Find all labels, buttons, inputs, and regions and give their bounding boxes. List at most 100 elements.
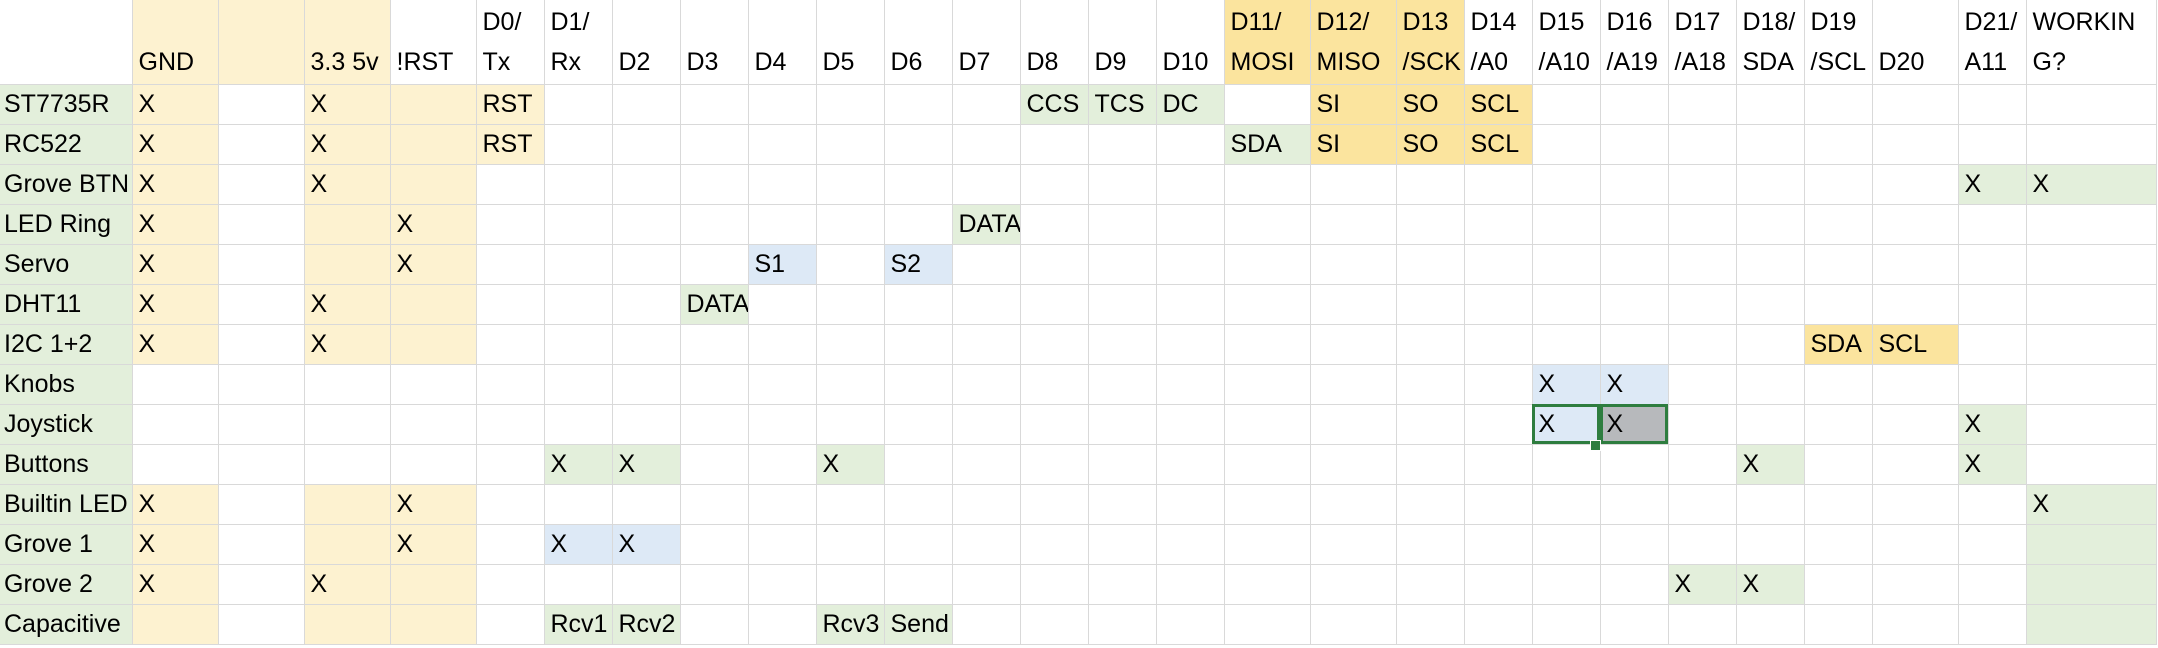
table-cell[interactable]: SDA <box>1224 124 1311 165</box>
table-cell[interactable] <box>1958 84 2027 125</box>
table-cell[interactable] <box>2026 604 2157 645</box>
table-cell[interactable] <box>612 324 681 365</box>
table-cell[interactable] <box>1872 364 1959 405</box>
table-cell[interactable] <box>1156 604 1225 645</box>
table-cell[interactable] <box>1020 484 1089 525</box>
table-cell[interactable] <box>218 284 305 325</box>
table-cell[interactable] <box>1396 204 1465 245</box>
table-cell[interactable] <box>680 364 749 405</box>
table-cell[interactable] <box>2026 204 2157 245</box>
table-cell[interactable] <box>304 204 391 245</box>
table-cell[interactable] <box>218 124 305 165</box>
table-cell[interactable] <box>1736 244 1805 285</box>
column-header-cell[interactable]: D12/ MISO <box>1310 0 1397 85</box>
table-cell[interactable] <box>544 284 613 325</box>
table-cell[interactable]: X <box>304 84 391 125</box>
table-cell[interactable] <box>680 484 749 525</box>
table-cell[interactable]: X <box>390 204 477 245</box>
table-cell[interactable] <box>1156 284 1225 325</box>
table-cell[interactable] <box>1224 324 1311 365</box>
table-cell[interactable] <box>952 604 1021 645</box>
table-cell[interactable] <box>1396 524 1465 565</box>
table-cell[interactable] <box>1600 164 1669 205</box>
table-cell[interactable] <box>816 84 885 125</box>
table-cell[interactable] <box>218 484 305 525</box>
table-cell[interactable] <box>476 404 545 445</box>
table-cell[interactable] <box>1396 364 1465 405</box>
table-cell[interactable] <box>1156 244 1225 285</box>
column-header-cell[interactable]: !RST <box>390 0 477 85</box>
table-cell[interactable] <box>390 84 477 125</box>
table-cell[interactable] <box>218 404 305 445</box>
table-cell[interactable]: X <box>390 524 477 565</box>
selected-cell[interactable]: X <box>1600 404 1669 445</box>
table-cell[interactable] <box>1958 524 2027 565</box>
table-cell[interactable]: X <box>1668 564 1737 605</box>
table-cell[interactable] <box>884 324 953 365</box>
table-cell[interactable] <box>390 164 477 205</box>
table-cell[interactable] <box>1088 164 1157 205</box>
table-cell[interactable] <box>1532 164 1601 205</box>
table-cell[interactable] <box>1396 164 1465 205</box>
table-cell[interactable] <box>1396 564 1465 605</box>
table-cell[interactable]: SDA <box>1804 324 1873 365</box>
column-header-cell[interactable]: D11/ MOSI <box>1224 0 1311 85</box>
table-cell[interactable] <box>1736 324 1805 365</box>
column-header-cell[interactable]: D18/ SDA <box>1736 0 1805 85</box>
table-cell[interactable] <box>304 244 391 285</box>
table-cell[interactable] <box>680 324 749 365</box>
table-cell[interactable] <box>1156 484 1225 525</box>
table-cell[interactable]: X <box>132 564 219 605</box>
row-label-cell[interactable]: RC522 <box>0 124 133 165</box>
table-cell[interactable] <box>952 484 1021 525</box>
table-cell[interactable] <box>476 244 545 285</box>
table-cell[interactable] <box>884 404 953 445</box>
table-cell[interactable] <box>1020 124 1089 165</box>
table-cell[interactable]: X <box>1532 364 1601 405</box>
table-cell[interactable] <box>816 404 885 445</box>
table-cell[interactable] <box>1396 404 1465 445</box>
table-cell[interactable]: RST <box>476 124 545 165</box>
column-header-cell[interactable] <box>0 0 133 85</box>
table-cell[interactable] <box>1310 244 1397 285</box>
fill-handle[interactable] <box>1590 440 1601 451</box>
table-cell[interactable] <box>1310 164 1397 205</box>
table-cell[interactable] <box>1600 244 1669 285</box>
table-cell[interactable] <box>2026 404 2157 445</box>
table-cell[interactable] <box>748 84 817 125</box>
table-cell[interactable] <box>544 124 613 165</box>
column-header-cell[interactable]: D19 /SCL <box>1804 0 1873 85</box>
table-cell[interactable]: X <box>132 84 219 125</box>
table-cell[interactable] <box>544 364 613 405</box>
table-cell[interactable] <box>1600 84 1669 125</box>
table-cell[interactable] <box>1020 284 1089 325</box>
table-cell[interactable]: X <box>304 164 391 205</box>
table-cell[interactable] <box>1736 284 1805 325</box>
table-cell[interactable] <box>1156 404 1225 445</box>
table-cell[interactable] <box>1668 364 1737 405</box>
column-header-cell[interactable]: D2 <box>612 0 681 85</box>
table-cell[interactable]: X <box>1736 444 1805 485</box>
table-cell[interactable] <box>748 124 817 165</box>
table-cell[interactable] <box>884 164 953 205</box>
table-cell[interactable] <box>2026 564 2157 605</box>
table-cell[interactable] <box>612 564 681 605</box>
table-cell[interactable]: SI <box>1310 124 1397 165</box>
table-cell[interactable] <box>1224 604 1311 645</box>
table-cell[interactable]: Rcv3 <box>816 604 885 645</box>
table-cell[interactable]: X <box>1958 444 2027 485</box>
table-cell[interactable] <box>1804 404 1873 445</box>
column-header-cell[interactable]: D5 <box>816 0 885 85</box>
table-cell[interactable] <box>2026 84 2157 125</box>
column-header-cell[interactable]: D21/ A11 <box>1958 0 2027 85</box>
table-cell[interactable] <box>1156 364 1225 405</box>
table-cell[interactable]: X <box>390 484 477 525</box>
table-cell[interactable] <box>544 84 613 125</box>
row-label-cell[interactable]: Builtin LED <box>0 484 133 525</box>
table-cell[interactable]: CCS <box>1020 84 1089 125</box>
table-cell[interactable] <box>748 444 817 485</box>
table-cell[interactable] <box>1224 284 1311 325</box>
table-cell[interactable] <box>1464 604 1533 645</box>
table-cell[interactable] <box>476 444 545 485</box>
table-cell[interactable] <box>1958 284 2027 325</box>
